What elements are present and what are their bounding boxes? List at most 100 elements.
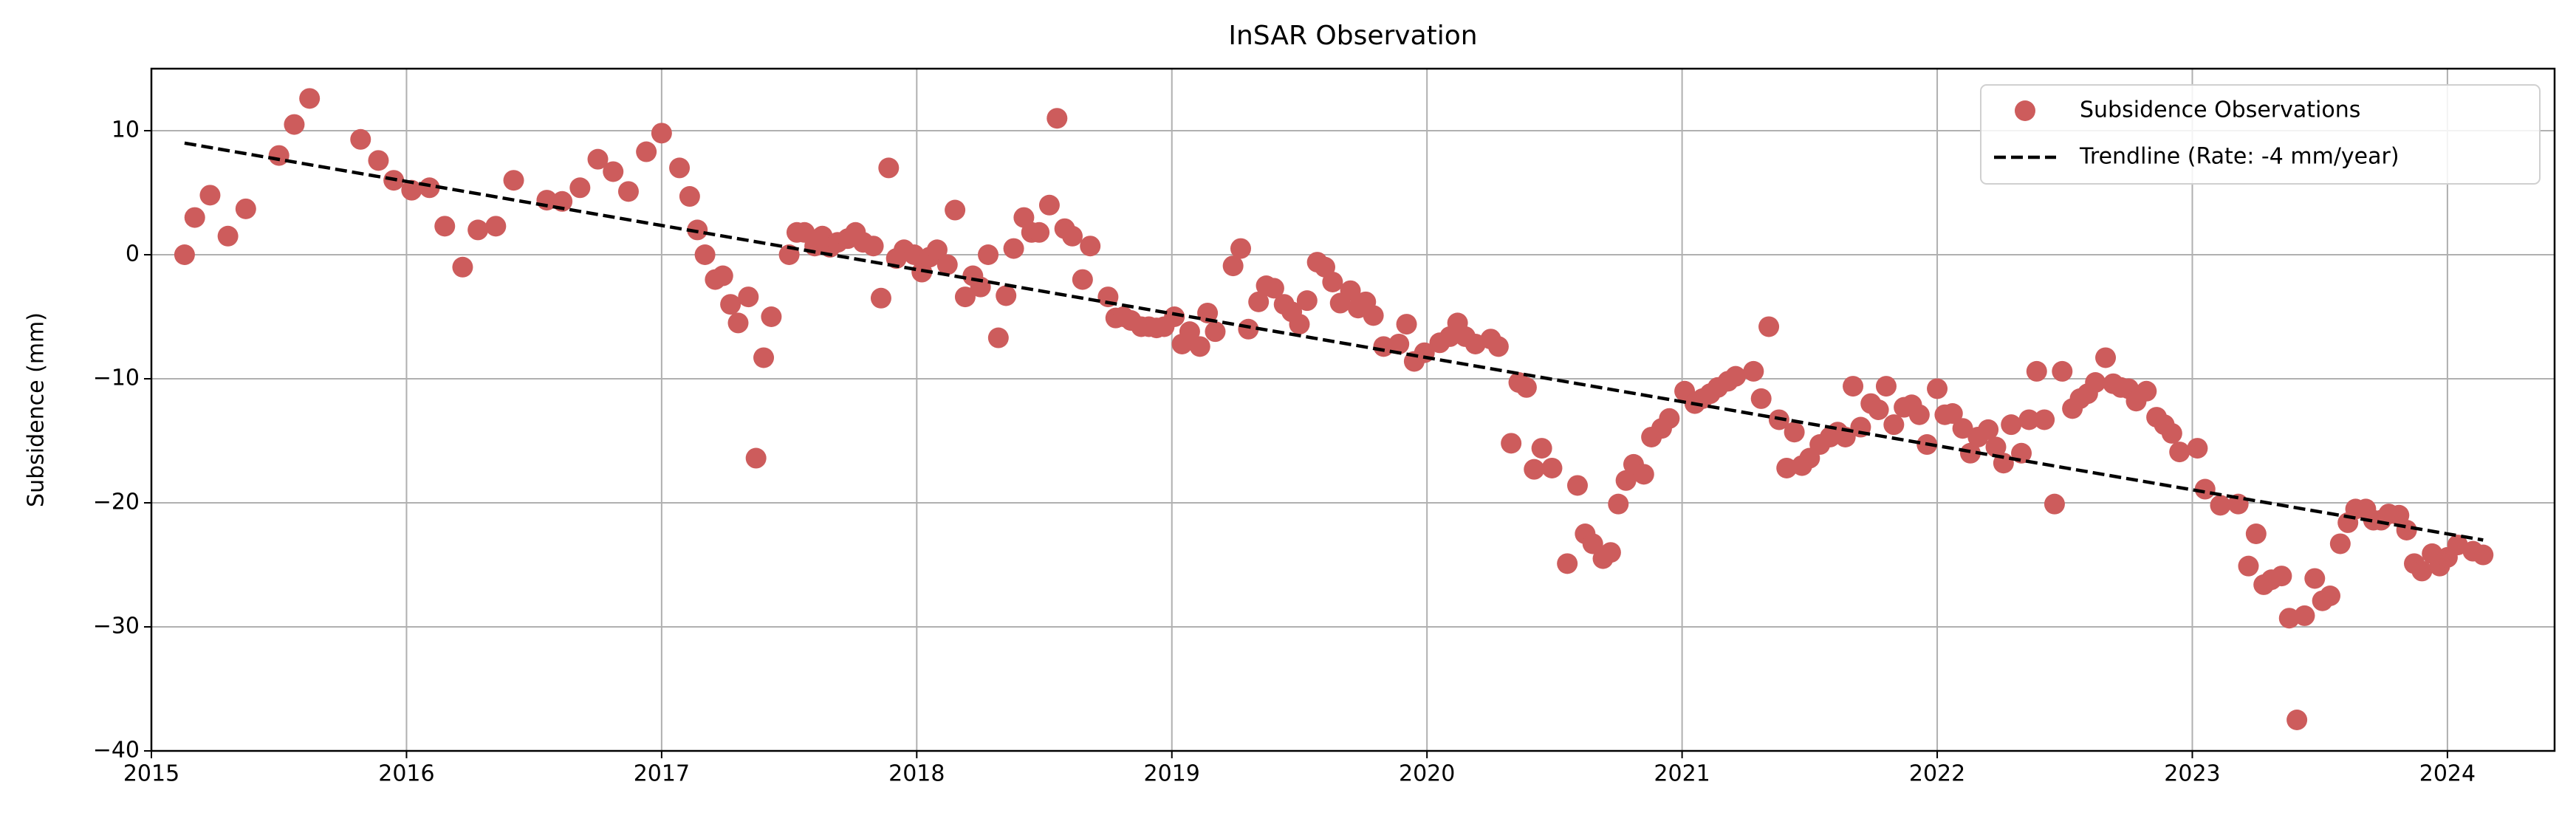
data-point [1566, 475, 1588, 496]
data-point [2278, 608, 2300, 629]
data-point [1776, 457, 1798, 478]
data-point [2396, 519, 2417, 540]
data-point [199, 185, 221, 206]
data-point [1487, 336, 1509, 357]
data-point [1046, 108, 1068, 129]
x-tick-label: 2017 [634, 761, 690, 787]
x-tick-label: 2022 [1909, 761, 1965, 787]
data-point [1263, 278, 1284, 299]
trendline [184, 141, 2484, 542]
data-point [1289, 314, 1310, 335]
data-point [1531, 438, 1552, 459]
data-point [970, 276, 991, 298]
data-point [863, 236, 884, 257]
data-point [299, 88, 321, 109]
data-point [1205, 321, 1226, 343]
data-point [936, 254, 958, 275]
data-point [2052, 360, 2073, 382]
data-point [1222, 255, 1244, 277]
data-point [1396, 314, 1417, 335]
data-point [1952, 418, 1973, 439]
data-point [2085, 372, 2106, 394]
data-point [2001, 414, 2022, 436]
data-point [1038, 194, 1060, 216]
data-point [419, 177, 440, 199]
data-point [2161, 422, 2182, 444]
data-point [1743, 360, 1764, 382]
data-point [368, 150, 389, 171]
data-point [1373, 336, 1394, 357]
data-point [926, 239, 948, 261]
data-point [636, 141, 657, 162]
data-point [2026, 360, 2047, 382]
data-point [1062, 225, 1083, 247]
data-point [235, 198, 256, 219]
data-point [1557, 553, 1578, 574]
legend-label: Trendline (Rate: -4 mm/year) [2079, 144, 2399, 170]
data-point [1080, 236, 1101, 257]
x-tick-label: 2024 [2419, 761, 2476, 787]
legend-marker [2015, 100, 2035, 121]
data-point [1197, 302, 1219, 323]
data-point [978, 244, 999, 265]
data-point [2473, 544, 2494, 566]
data-point [1582, 533, 1603, 555]
y-axis-label: Subsidence (mm) [24, 312, 49, 507]
data-point [2245, 523, 2267, 544]
x-tick-label: 2023 [2164, 761, 2220, 787]
data-point [2271, 566, 2292, 587]
data-point [1908, 404, 1930, 425]
data-point [2136, 380, 2157, 402]
data-point [2210, 495, 2231, 516]
data-point [485, 216, 507, 237]
data-point [2304, 568, 2326, 589]
x-tick-label: 2019 [1144, 761, 1200, 787]
data-point [1515, 377, 1537, 398]
data-point [1978, 419, 1999, 440]
data-point [1959, 442, 1981, 464]
data-point [1164, 306, 1185, 327]
data-point [1608, 493, 1629, 515]
data-point [350, 128, 371, 150]
x-tick-label: 2021 [1654, 761, 1710, 787]
data-point [2044, 493, 2065, 515]
data-point [2238, 555, 2259, 577]
data-point [2320, 586, 2341, 606]
data-point [2095, 347, 2117, 368]
chart-title: InSAR Observation [1228, 21, 1477, 51]
data-point [184, 207, 205, 228]
data-point [2169, 442, 2190, 463]
data-point [1750, 388, 1772, 409]
y-tick-label: 0 [126, 241, 140, 267]
data-point [669, 157, 691, 179]
x-tick-label: 2018 [888, 761, 945, 787]
data-point [174, 244, 195, 265]
data-point [284, 114, 305, 135]
data-point [2034, 409, 2055, 430]
data-point [745, 447, 767, 469]
data-point [1029, 222, 1050, 243]
data-point [1725, 365, 1747, 387]
data-point [2286, 710, 2308, 730]
data-point [954, 286, 976, 308]
data-point [1072, 269, 1093, 290]
data-point [878, 157, 900, 179]
data-point [1758, 316, 1780, 337]
data-point [503, 170, 524, 191]
data-point [1189, 336, 1210, 357]
data-point [1927, 378, 1948, 399]
data-point [1179, 321, 1200, 343]
data-point [1659, 408, 1680, 429]
data-point [401, 179, 422, 201]
legend-box [1980, 84, 2541, 185]
data-point [720, 294, 741, 315]
data-point [2018, 409, 2040, 430]
data-point [603, 161, 624, 182]
x-tick-label: 2015 [123, 761, 179, 787]
data-point [761, 306, 782, 327]
data-point [1600, 542, 1621, 563]
y-tick-label: −30 [93, 614, 140, 639]
data-point [1875, 376, 1897, 397]
x-tick-label: 2020 [1399, 761, 1455, 787]
